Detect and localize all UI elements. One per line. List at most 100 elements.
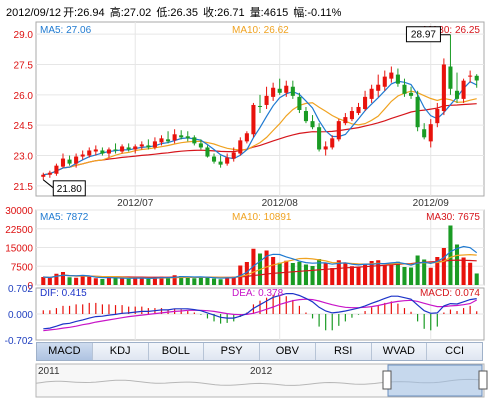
volume-bar: [264, 250, 269, 285]
volume-bar: [218, 279, 223, 285]
macd-y-tick: 0.702: [8, 284, 33, 295]
candle-body: [264, 95, 269, 105]
volume-bar: [376, 260, 381, 285]
macd-dif-label: DIF: 0.415: [40, 288, 87, 299]
volume-bar: [395, 261, 400, 285]
volume-ma5-label: MA5: 7872: [40, 212, 89, 223]
candle-body: [185, 136, 190, 139]
candle-body: [343, 117, 348, 124]
candle-body: [47, 172, 52, 175]
volume-bar: [441, 248, 446, 285]
volume-bar: [323, 263, 328, 285]
quote-open: 开:26.94: [63, 7, 105, 19]
volume-bar: [159, 276, 164, 285]
price-y-tick: 27.5: [14, 60, 34, 71]
volume-bar: [244, 262, 249, 285]
candle-body: [402, 84, 407, 94]
ma30-label: MA30: 26.25: [423, 25, 480, 36]
macd-dif-line: [43, 293, 477, 330]
ma10-label: MA10: 26.62: [232, 25, 289, 36]
candle-body: [179, 135, 184, 138]
volume-bar: [428, 267, 433, 285]
candle-body: [41, 174, 46, 177]
price-y-tick: 29.0: [14, 30, 34, 41]
candle-body: [428, 124, 433, 142]
candle-body: [415, 96, 420, 128]
volume-bar: [454, 244, 460, 285]
candle-body: [211, 156, 217, 162]
volume-ma30-label: MA30: 7675: [426, 212, 480, 223]
overview-year-label: 2012: [250, 366, 273, 377]
volume-bar: [60, 272, 66, 285]
volume-bar: [166, 278, 171, 285]
volume-bar: [185, 277, 190, 285]
macd-dea-line: [43, 298, 477, 332]
candle-body: [271, 87, 276, 97]
candle-body: [225, 157, 230, 164]
volume-bar: [80, 276, 85, 285]
tab-kdj[interactable]: KDJ: [93, 343, 149, 360]
volume-bar: [422, 259, 427, 285]
candle-body: [139, 144, 144, 147]
candle-body: [87, 150, 92, 156]
quote-low: 低:26.35: [156, 7, 198, 19]
volume-bar: [205, 276, 210, 285]
volume-bar: [179, 276, 184, 285]
low-callout: 21.80: [57, 184, 82, 195]
price-x-tick: 2012/07: [117, 198, 154, 209]
low-callout-leader: [42, 179, 54, 189]
volume-bar: [271, 257, 276, 285]
price-y-tick: 26.0: [14, 91, 34, 102]
volume-bar: [54, 273, 59, 285]
candle-body: [133, 146, 138, 150]
candle-body: [277, 88, 282, 93]
volume-bar: [113, 277, 118, 285]
candle-body: [310, 121, 315, 128]
candle-body: [395, 74, 400, 84]
candle-body: [303, 111, 309, 122]
tab-psy[interactable]: PSY: [204, 343, 260, 360]
candle-body: [317, 127, 322, 150]
candle-body: [192, 137, 197, 144]
volume-bar: [461, 257, 466, 285]
tab-wvad[interactable]: WVAD: [372, 343, 428, 360]
volume-y-tick: 15000: [5, 244, 33, 255]
volume-bar: [448, 225, 453, 285]
volume-bar: [93, 278, 98, 285]
candle-body: [146, 145, 151, 148]
volume-bar: [192, 278, 197, 285]
candle-body: [376, 84, 381, 91]
candle-body: [126, 147, 131, 150]
candle-body: [382, 76, 387, 87]
candle-body: [251, 104, 256, 135]
high-callout-box: [405, 26, 441, 43]
volume-bar: [47, 278, 52, 285]
candle-body: [330, 138, 335, 148]
volume-bar: [369, 261, 374, 285]
candle-body: [106, 149, 111, 154]
indicator-tabs: MACD KDJ BOLL PSY OBV RSI WVAD CCI: [36, 342, 483, 361]
tab-cci[interactable]: CCI: [445, 345, 465, 357]
price-y-tick: 23.0: [14, 152, 34, 163]
high-callout: 28.97: [411, 30, 436, 41]
ma30-line: [43, 103, 477, 176]
low-callout-box: [52, 180, 86, 197]
macd-dea-label: DEA: 0.378: [232, 288, 284, 299]
tab-macd[interactable]: MACD: [37, 343, 93, 360]
candle-body: [369, 88, 374, 99]
tab-boll[interactable]: BOLL: [149, 343, 205, 360]
tab-rsi[interactable]: RSI: [316, 343, 372, 360]
quote-high: 高:27.02: [109, 7, 152, 19]
volume-y-tick: 7500: [11, 262, 34, 273]
candle-body: [152, 141, 157, 148]
tab-obv[interactable]: OBV: [260, 343, 316, 360]
candle-body: [67, 159, 72, 164]
candle-body: [441, 64, 446, 112]
volume-bar: [120, 278, 125, 285]
volume-bar: [87, 276, 92, 285]
volume-bar: [310, 266, 315, 285]
overview-year-label: 2011: [38, 366, 60, 377]
volume-bar: [435, 257, 440, 285]
candle-body: [54, 165, 59, 174]
